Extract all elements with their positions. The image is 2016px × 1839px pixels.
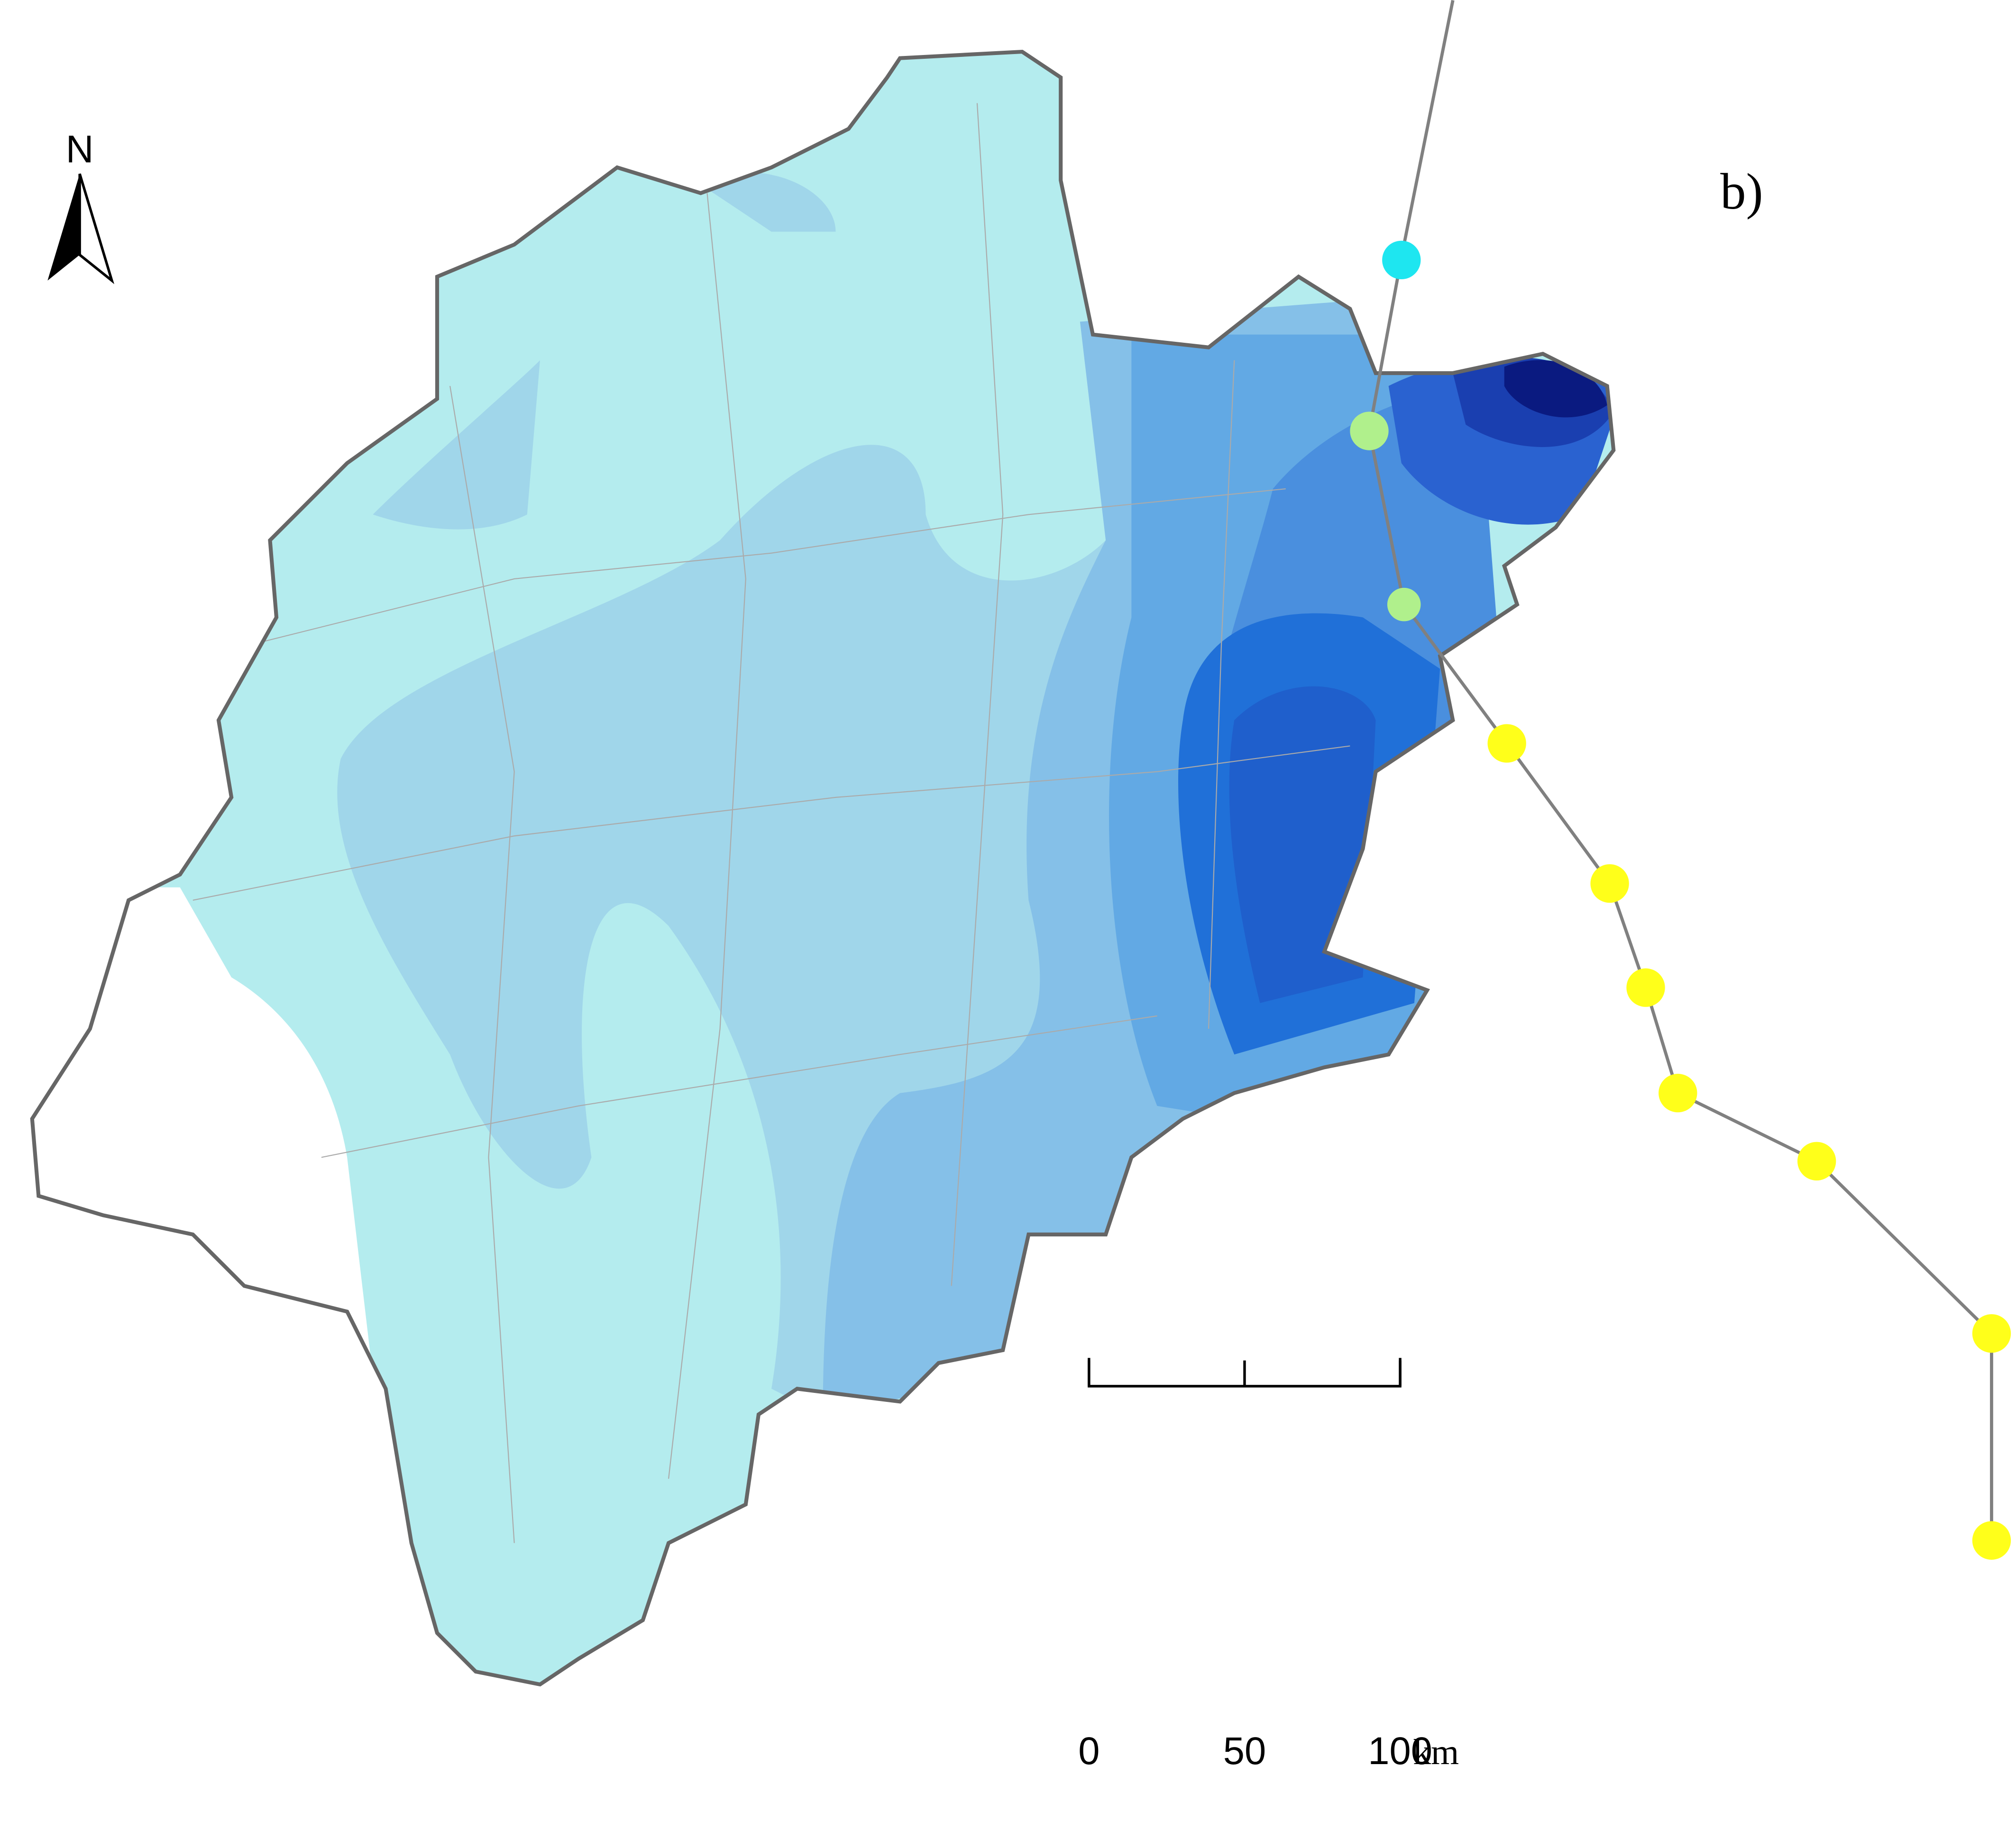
track-point <box>1972 1521 2011 1560</box>
north-arrow-left <box>47 174 80 281</box>
scale-tick-label: 100 <box>1368 1729 1432 1773</box>
panel-label: b) <box>1720 163 1763 220</box>
track-point <box>1659 1073 1697 1113</box>
scale-tick-label: 0 <box>1078 1729 1100 1773</box>
scale-tick-label: 50 <box>1223 1729 1266 1773</box>
track-point <box>1972 1314 2011 1353</box>
track-points <box>1350 240 2011 1560</box>
track-point <box>1382 240 1421 280</box>
track-point <box>1797 1142 1836 1180</box>
zone-2b <box>373 172 836 530</box>
county-boundaries <box>192 103 1350 1543</box>
north-label: N <box>66 128 94 171</box>
north-arrow-right <box>78 173 115 284</box>
north-arrow: N <box>47 128 115 284</box>
track-point <box>1590 864 1629 903</box>
track-point <box>1487 724 1526 763</box>
zone-7 <box>1229 686 1376 1003</box>
scale-unit: km <box>1413 1732 1459 1772</box>
scale-bar: km 0 50 100 <box>1078 1358 1459 1773</box>
track-point <box>1387 587 1421 622</box>
typhoon-track <box>1367 0 1993 1541</box>
track-point <box>1350 412 1389 450</box>
track-point <box>1626 968 1665 1007</box>
